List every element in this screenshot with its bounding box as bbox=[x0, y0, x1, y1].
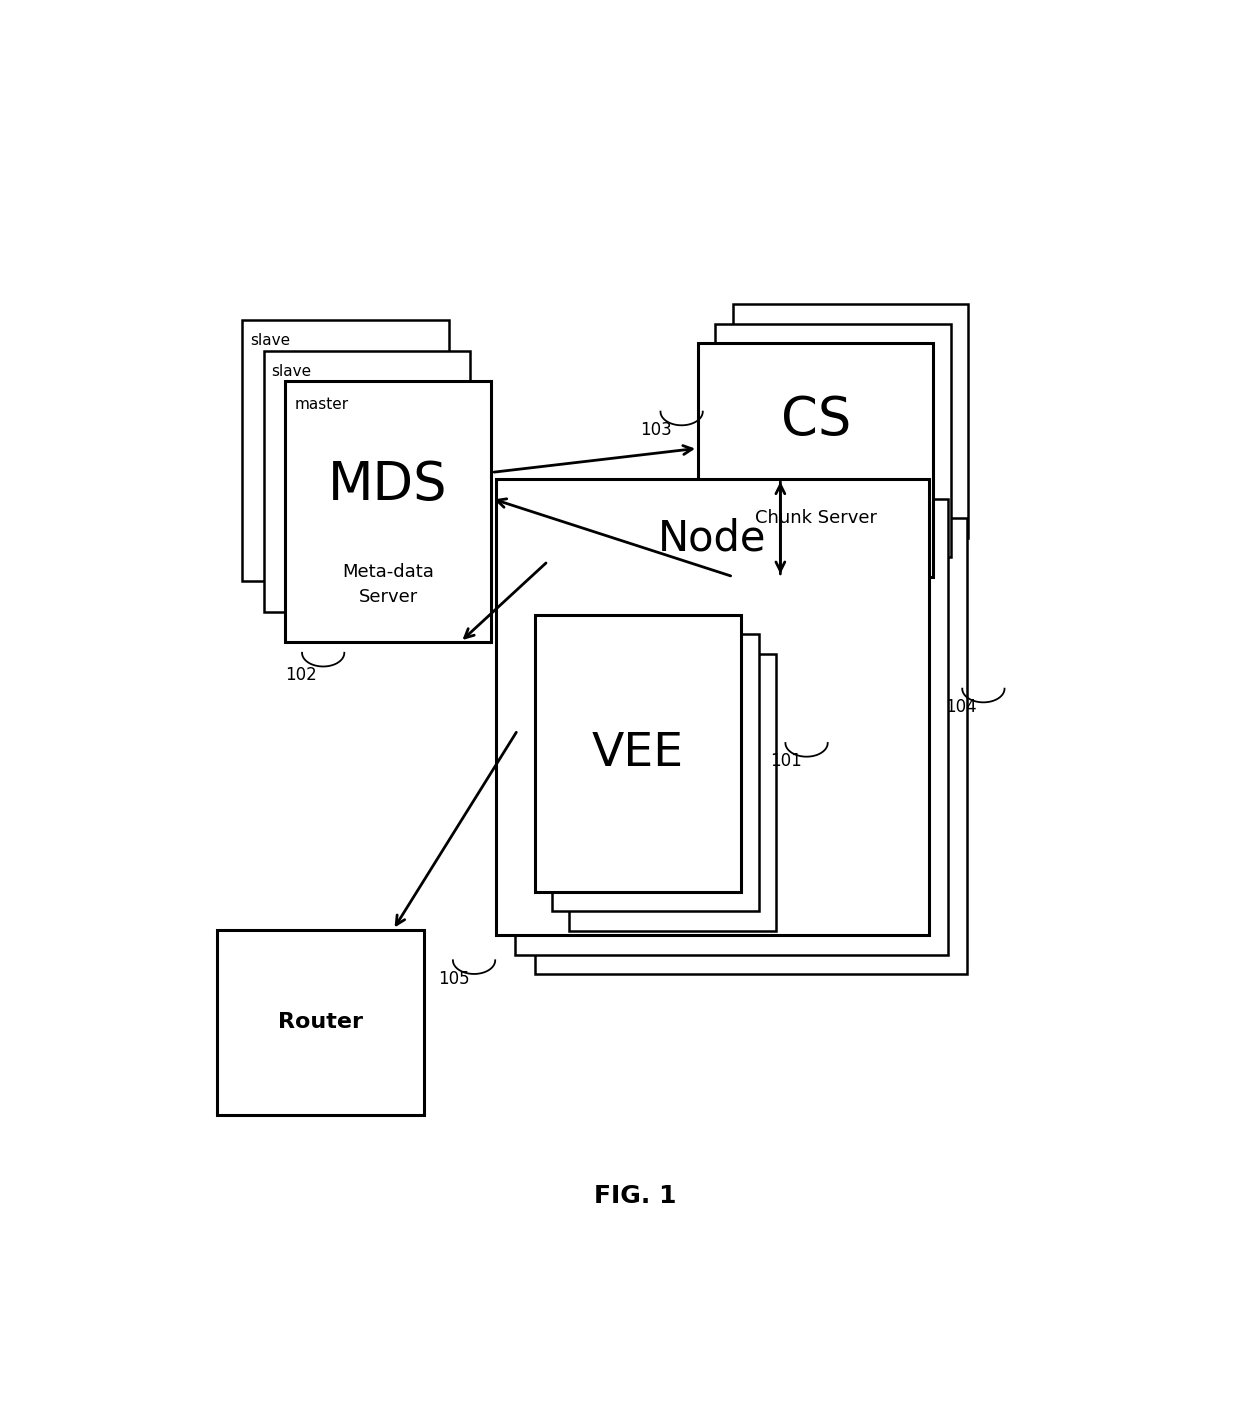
Bar bbox=[698, 343, 934, 577]
Text: Meta-data
Server: Meta-data Server bbox=[342, 563, 434, 607]
Text: slave: slave bbox=[250, 333, 290, 349]
Text: 103: 103 bbox=[640, 420, 672, 439]
Bar bbox=[243, 320, 449, 581]
Text: CS: CS bbox=[780, 394, 851, 446]
Text: master: master bbox=[294, 398, 348, 412]
Text: slave: slave bbox=[272, 364, 311, 378]
Bar bbox=[534, 615, 742, 892]
Text: Router: Router bbox=[278, 1012, 363, 1033]
Text: 104: 104 bbox=[945, 698, 977, 717]
Bar bbox=[217, 930, 424, 1115]
Bar bbox=[516, 498, 947, 955]
Bar bbox=[733, 303, 968, 538]
Text: 105: 105 bbox=[439, 969, 470, 988]
Bar bbox=[569, 653, 776, 931]
Text: VEE: VEE bbox=[591, 731, 684, 776]
Bar bbox=[285, 381, 491, 642]
Text: MDS: MDS bbox=[329, 460, 448, 511]
Text: FIG. 1: FIG. 1 bbox=[594, 1184, 677, 1208]
Bar bbox=[534, 518, 967, 975]
Text: Chunk Server: Chunk Server bbox=[755, 509, 877, 528]
Text: Node: Node bbox=[658, 518, 766, 559]
Bar bbox=[552, 635, 759, 912]
Text: 101: 101 bbox=[770, 752, 802, 770]
Text: 102: 102 bbox=[285, 666, 316, 683]
Bar bbox=[496, 478, 929, 935]
Bar bbox=[715, 323, 951, 557]
Bar bbox=[264, 351, 470, 611]
